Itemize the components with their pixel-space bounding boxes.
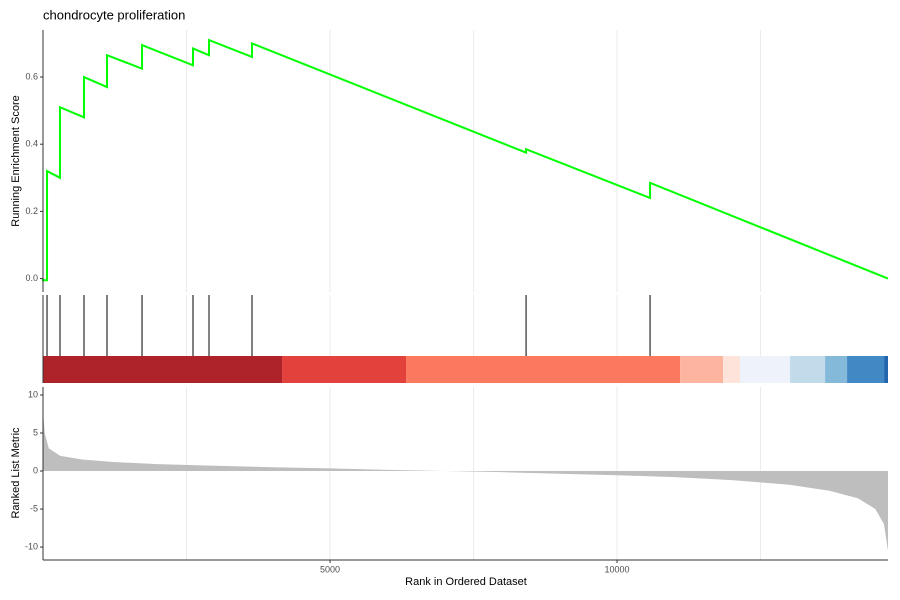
- x-tick-label: 5000: [320, 564, 340, 574]
- x-tick-label: 10000: [605, 564, 630, 574]
- rank-band: [282, 356, 407, 383]
- enrichment-line: [42, 38, 889, 282]
- rank-band: [740, 356, 791, 383]
- y-tick-label: 0.2: [25, 206, 38, 216]
- y-tick-label: 0.0: [25, 273, 38, 283]
- y-tick-label: -10: [25, 541, 38, 551]
- y-tick-label: -5: [30, 503, 38, 513]
- y-tick-label: 0: [33, 465, 38, 475]
- y-tick-label: 5: [33, 427, 38, 437]
- y-tick-label: 10: [28, 389, 38, 399]
- chart-title: chondrocyte proliferation: [43, 7, 185, 22]
- y-tick-label: 0.4: [25, 139, 38, 149]
- rank-band: [680, 356, 724, 383]
- rank-band: [825, 356, 848, 383]
- x-axis-label: Rank in Ordered Dataset: [405, 576, 527, 588]
- rank-band: [847, 356, 885, 383]
- y-axis-label: Ranked List Metric: [10, 427, 22, 519]
- rank-band: [406, 356, 681, 383]
- rank-band: [43, 356, 283, 383]
- rank-band: [723, 356, 741, 383]
- rank-band: [790, 356, 826, 383]
- metric-area: [43, 410, 888, 551]
- rank-band: [884, 356, 888, 383]
- y-axis-label: Running Enrichment Score: [10, 95, 22, 226]
- y-tick-label: 0.6: [25, 71, 38, 81]
